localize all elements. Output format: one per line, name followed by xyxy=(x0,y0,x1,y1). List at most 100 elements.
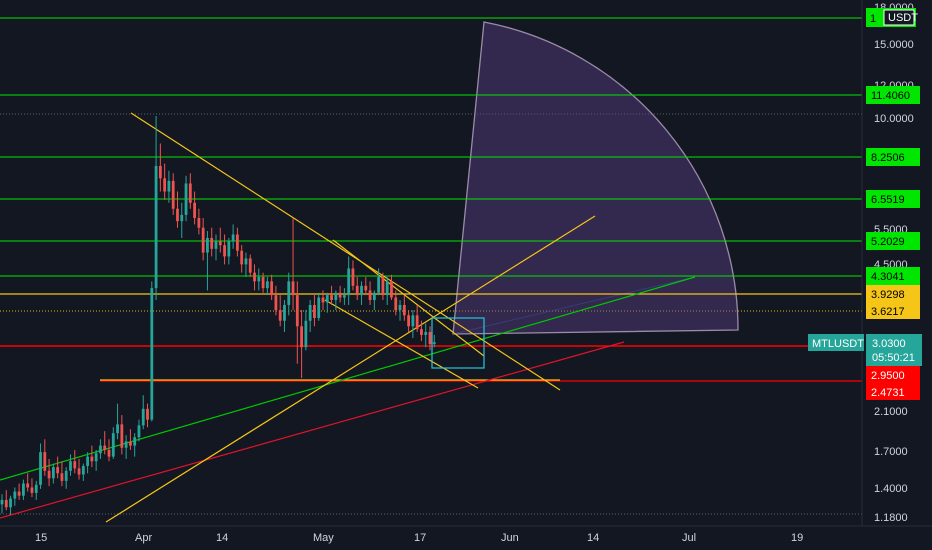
candle-body xyxy=(257,276,261,282)
candle xyxy=(313,295,316,327)
level-tag-8-2506[interactable] xyxy=(866,148,920,166)
candle-body xyxy=(133,437,137,446)
level-tag-2-4731[interactable] xyxy=(866,383,920,400)
candle xyxy=(197,208,201,235)
candlesticks xyxy=(0,115,436,515)
candle-body xyxy=(270,281,274,296)
x-tick: Jun xyxy=(501,532,519,544)
candle-body xyxy=(321,297,325,303)
level-tag-4-3041[interactable] xyxy=(866,267,920,285)
yellow-downtrend-upper[interactable] xyxy=(130,112,561,391)
candle-body xyxy=(43,452,47,471)
candle-body xyxy=(184,183,188,215)
candle xyxy=(158,143,162,192)
level-tag-label: 2.4731 xyxy=(871,387,905,399)
candle xyxy=(377,268,381,296)
candle xyxy=(411,310,415,338)
candle-body xyxy=(343,295,346,298)
candle xyxy=(355,276,359,300)
candle xyxy=(283,299,286,333)
fib-fan-sector[interactable] xyxy=(452,21,739,335)
candle xyxy=(9,495,12,515)
x-tick: Apr xyxy=(135,532,152,544)
candle-body xyxy=(364,285,368,291)
candle xyxy=(43,439,47,476)
candle xyxy=(334,290,338,311)
x-tick: 17 xyxy=(414,532,426,544)
candle-body xyxy=(351,268,355,286)
candle xyxy=(99,439,102,459)
candle xyxy=(193,191,196,225)
candle xyxy=(424,323,428,348)
target-box[interactable] xyxy=(431,317,485,369)
candle-body xyxy=(69,461,72,471)
candle xyxy=(227,237,231,265)
level-tag-5-2029[interactable] xyxy=(866,232,920,250)
candle-body xyxy=(120,424,124,448)
candle xyxy=(248,254,252,277)
level-tag-label: 4.3041 xyxy=(871,271,905,283)
level-tag-11-4060[interactable] xyxy=(866,86,920,104)
level-tag-2-9500[interactable] xyxy=(866,366,920,383)
candle xyxy=(167,170,171,203)
yellow-downtrend-lower[interactable] xyxy=(324,299,479,389)
level-tag-label: 3.9298 xyxy=(871,289,905,301)
y-tick: 2.1000 xyxy=(874,406,908,418)
candle xyxy=(103,431,107,455)
candle-body xyxy=(206,237,209,253)
x-tick: 15 xyxy=(35,532,47,544)
red-trendline[interactable] xyxy=(0,341,625,519)
candle xyxy=(214,234,218,261)
green-trendline[interactable] xyxy=(0,276,696,481)
yellow-channel-top[interactable] xyxy=(332,239,485,357)
candle-body xyxy=(116,424,119,434)
currency-badge[interactable] xyxy=(883,9,915,26)
candle-body xyxy=(9,498,12,508)
candle-body xyxy=(265,281,269,289)
candle-body xyxy=(81,465,85,475)
candle-body xyxy=(407,315,410,327)
candle-body xyxy=(167,180,171,192)
candle xyxy=(81,463,85,481)
candle xyxy=(231,224,235,249)
candle xyxy=(129,429,132,450)
candle-body xyxy=(163,178,167,192)
candle xyxy=(30,478,34,498)
candle-body xyxy=(22,483,25,496)
last-price-tag[interactable] xyxy=(866,334,922,366)
candle-body xyxy=(244,258,248,265)
level-tag-label: 11.4060 xyxy=(871,90,910,102)
candle-body xyxy=(39,452,42,485)
yellow-uptrend-line[interactable] xyxy=(105,215,596,523)
candle-body xyxy=(334,292,338,300)
candle-body xyxy=(137,425,141,438)
level-tag-3-6217[interactable] xyxy=(866,302,920,319)
candle-body xyxy=(111,433,115,457)
candle xyxy=(253,264,256,291)
candle xyxy=(394,290,398,316)
x-tick: 14 xyxy=(587,532,599,544)
level-tag-label: 2.9500 xyxy=(871,370,905,382)
candle-body xyxy=(107,449,111,457)
candle-body xyxy=(64,470,68,481)
candle xyxy=(398,299,402,321)
candle xyxy=(300,310,303,379)
level-tag-6-5519[interactable] xyxy=(866,190,920,208)
symbol-tag[interactable] xyxy=(808,334,864,351)
candle-body xyxy=(154,165,158,289)
candle-body xyxy=(197,217,201,228)
candle-body xyxy=(347,268,351,296)
x-tick: 14 xyxy=(216,532,228,544)
candle xyxy=(244,252,248,277)
candle xyxy=(111,427,115,459)
candle-body xyxy=(420,329,423,335)
candle-body xyxy=(261,276,265,289)
level-tag-3-9298[interactable] xyxy=(866,285,920,302)
candle-body xyxy=(338,292,342,298)
x-tick: 19 xyxy=(791,532,803,544)
candle-body xyxy=(368,290,372,300)
level-tag-label: 5.2029 xyxy=(871,236,905,248)
candle xyxy=(133,433,137,457)
candle xyxy=(274,285,278,316)
